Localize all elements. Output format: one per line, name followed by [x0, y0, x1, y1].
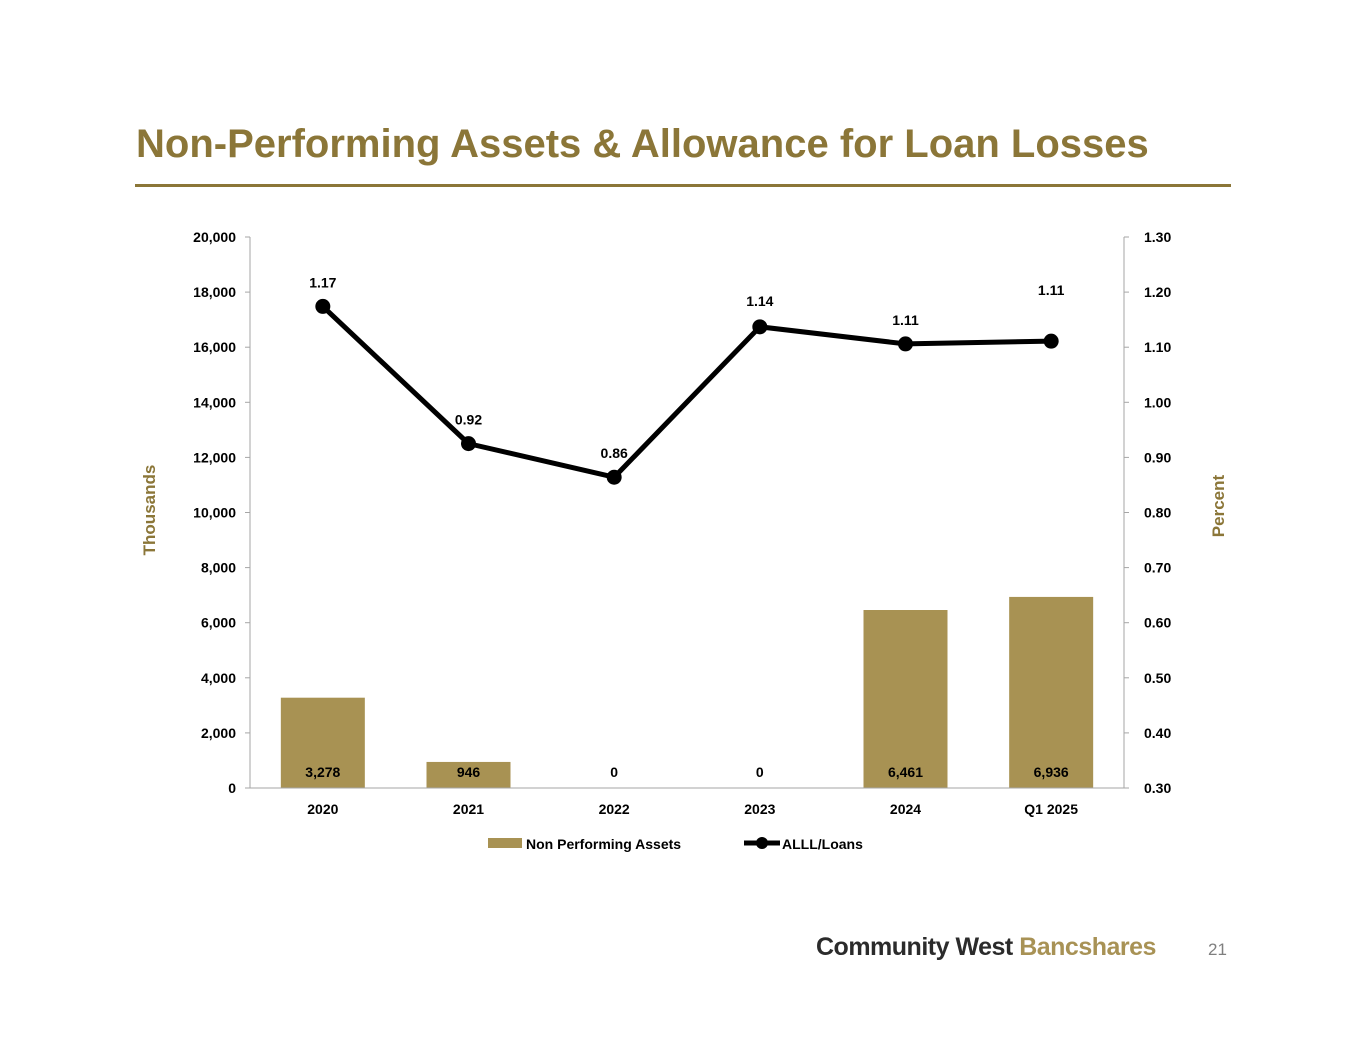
left-tick-label: 10,000	[193, 505, 236, 521]
x-tick-label: 2020	[307, 801, 338, 817]
line-value-label: 1.11	[1038, 282, 1065, 298]
right-tick-label: 0.50	[1144, 670, 1171, 686]
bar-value-label: 6,936	[1034, 764, 1069, 780]
left-tick-label: 6,000	[201, 615, 236, 631]
left-tick-label: 8,000	[201, 560, 236, 576]
right-tick-label: 1.10	[1144, 339, 1171, 355]
right-tick-label: 0.60	[1144, 615, 1171, 631]
bar-value-label: 3,278	[305, 764, 340, 780]
left-axis-title: Thousands	[140, 465, 159, 556]
left-tick-label: 20,000	[193, 229, 236, 245]
bar-value-label: 946	[457, 764, 481, 780]
left-tick-label: 12,000	[193, 449, 236, 465]
line-point	[315, 298, 331, 314]
left-tick-label: 18,000	[193, 284, 236, 300]
logo-word-community-west: Community West	[816, 933, 1013, 961]
left-tick-label: 16,000	[193, 339, 236, 355]
line-point	[898, 336, 913, 352]
line-point	[752, 319, 768, 335]
allll-loans-line	[321, 304, 1052, 480]
line-value-label: 1.11	[892, 312, 919, 328]
right-tick-label: 0.30	[1144, 780, 1171, 796]
legend-swatch-non-performing-assets	[488, 838, 522, 848]
line-value-label: 1.14	[746, 293, 773, 309]
logo-word-bancshares: Bancshares	[1019, 933, 1156, 961]
line-value-label: 1.17	[309, 274, 336, 290]
line-point	[1043, 333, 1059, 349]
x-tick-label: 2022	[599, 801, 630, 817]
right-tick-label: 1.00	[1144, 394, 1171, 410]
line-point	[606, 469, 622, 485]
right-tick-label: 0.70	[1144, 560, 1171, 576]
page-number: 21	[1208, 940, 1227, 959]
line-point	[461, 436, 476, 452]
legend-label-alll-loans: ALLL/Loans	[782, 836, 863, 852]
x-tick-label: 2023	[744, 801, 775, 817]
bar-value-label: 6,461	[888, 764, 923, 780]
right-tick-label: 1.30	[1144, 229, 1171, 245]
right-tick-label: 0.90	[1144, 449, 1171, 465]
x-tick-label: 2021	[453, 801, 484, 817]
right-tick-label: 0.40	[1144, 725, 1171, 741]
left-tick-label: 0	[228, 780, 236, 796]
x-tick-label: 2024	[890, 801, 921, 817]
legend-label-non-performing-assets: Non Performing Assets	[526, 836, 681, 852]
bar-2020	[280, 697, 365, 788]
bar-value-label: 0	[610, 764, 618, 780]
left-tick-label: 14,000	[193, 394, 236, 410]
x-tick-label: Q1 2025	[1024, 801, 1078, 817]
company-logo: Community West Bancshares	[816, 933, 1156, 962]
bar-q1-2025	[1009, 596, 1094, 788]
line-value-label: 0.92	[455, 412, 482, 428]
bar-2024	[863, 609, 948, 788]
slide-title: Non-Performing Assets & Allowance for Lo…	[136, 122, 1149, 166]
bar-2021	[426, 761, 511, 788]
left-tick-label: 4,000	[201, 670, 236, 686]
right-axis-title: Percent	[1209, 474, 1228, 537]
left-tick-label: 2,000	[201, 725, 236, 741]
right-tick-label: 0.80	[1144, 505, 1171, 521]
bar-value-label: 0	[756, 764, 764, 780]
legend-swatch-marker	[756, 837, 768, 849]
line-value-label: 0.86	[601, 445, 628, 461]
right-tick-label: 1.20	[1144, 284, 1171, 300]
title-divider	[135, 184, 1231, 187]
